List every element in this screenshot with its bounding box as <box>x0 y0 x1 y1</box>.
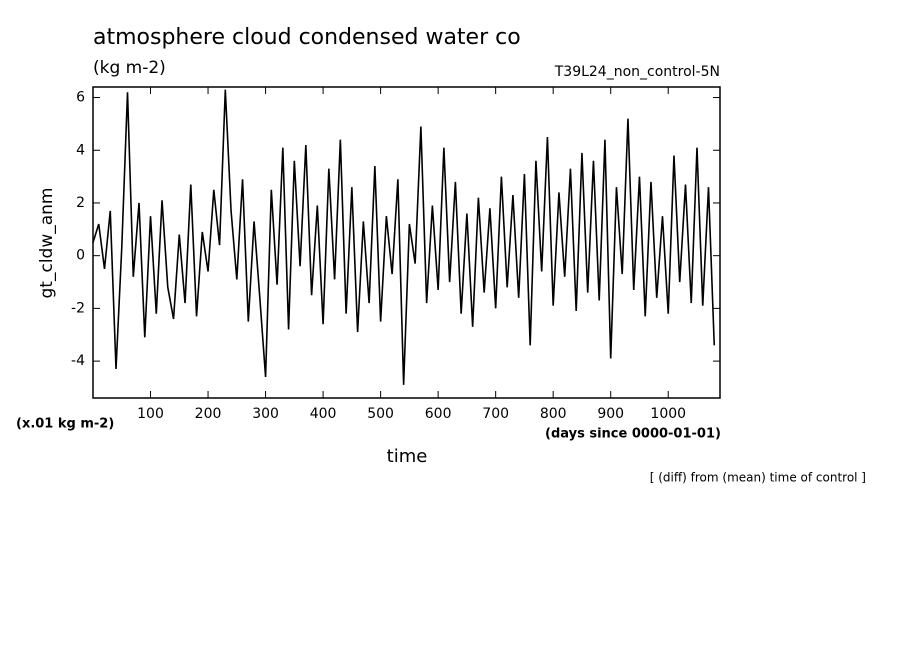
x-tick-label: 100 <box>137 406 164 422</box>
y-tick-label: -2 <box>71 300 85 316</box>
y-axis-label: gt_cldw_anm <box>37 188 57 299</box>
x-tick-label: 400 <box>310 406 337 422</box>
y-tick-label: 2 <box>76 195 85 211</box>
x-axis-label: time <box>387 446 428 467</box>
y-tick-label: 6 <box>76 90 85 106</box>
x-tick-label: 900 <box>597 406 624 422</box>
y-tick-label: 0 <box>76 248 85 264</box>
y-units: (x.01 kg m-2) <box>16 417 114 432</box>
x-tick-label: 800 <box>540 406 567 422</box>
plot-frame <box>92 86 721 399</box>
x-tick-label: 600 <box>425 406 452 422</box>
note: [ (diff) from (mean) time of control ] <box>650 471 866 485</box>
x-tick-label: 1000 <box>650 406 686 422</box>
x-tick-label: 700 <box>482 406 509 422</box>
x-units: (days since 0000-01-01) <box>545 427 721 442</box>
subtitle: T39L24_non_control-5N <box>554 64 720 80</box>
y-tick-label: -4 <box>71 353 85 369</box>
x-tick-label: 500 <box>367 406 394 422</box>
data-line <box>92 89 716 385</box>
x-tick-label: 300 <box>252 406 279 422</box>
units: (kg m-2) <box>93 58 166 78</box>
y-tick-label: 4 <box>76 142 85 158</box>
chart-title: atmosphere cloud condensed water co <box>93 25 521 50</box>
x-tick-label: 200 <box>195 406 222 422</box>
